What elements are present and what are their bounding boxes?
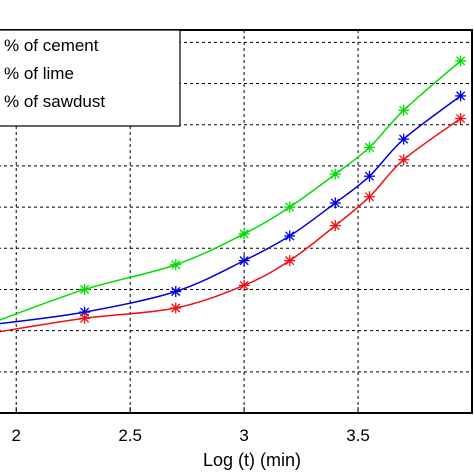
data-point-marker	[363, 191, 375, 203]
data-point-marker	[170, 302, 182, 314]
x-tick-label: 2	[11, 426, 20, 445]
x-axis-ticks: 2 2.5 3 3.5	[11, 407, 370, 445]
data-point-marker	[455, 55, 467, 67]
legend-entry-label: % of sawdust	[4, 92, 105, 111]
data-point-marker	[284, 201, 296, 213]
data-point-marker	[238, 279, 250, 291]
data-point-marker	[329, 220, 341, 232]
plot-frame	[0, 29, 473, 414]
x-tick-label: 2.5	[118, 426, 142, 445]
data-point-marker	[455, 113, 467, 125]
data-point-marker	[170, 286, 182, 298]
legend: % of cement % of lime % of sawdust	[0, 29, 181, 127]
x-tick-label: 3.5	[346, 426, 370, 445]
legend-entry-label: % of cement	[4, 36, 99, 55]
data-point-marker	[284, 255, 296, 267]
series-of-lime	[0, 90, 467, 325]
legend-box	[0, 29, 181, 127]
data-point-marker	[79, 283, 91, 295]
series-layer	[0, 55, 467, 333]
data-point-marker	[329, 168, 341, 180]
data-point-marker	[363, 141, 375, 153]
series-line	[0, 117, 462, 333]
data-point-marker	[329, 197, 341, 209]
legend-entry-label: % of lime	[4, 64, 74, 83]
series-line	[0, 95, 462, 325]
x-tick-label: 3	[239, 426, 248, 445]
data-point-marker	[398, 133, 410, 145]
series-line	[0, 60, 462, 321]
data-point-marker	[363, 170, 375, 182]
data-point-marker	[284, 230, 296, 242]
data-point-marker	[238, 228, 250, 240]
series-of-sawdust	[0, 113, 467, 333]
data-point-marker	[455, 90, 467, 102]
data-point-marker	[398, 154, 410, 166]
data-point-marker	[79, 312, 91, 324]
series-of-cement	[0, 55, 467, 321]
data-point-marker	[170, 259, 182, 271]
x-axis-label: Log (t) (min)	[203, 450, 301, 470]
data-point-marker	[398, 104, 410, 116]
data-point-marker	[238, 255, 250, 267]
